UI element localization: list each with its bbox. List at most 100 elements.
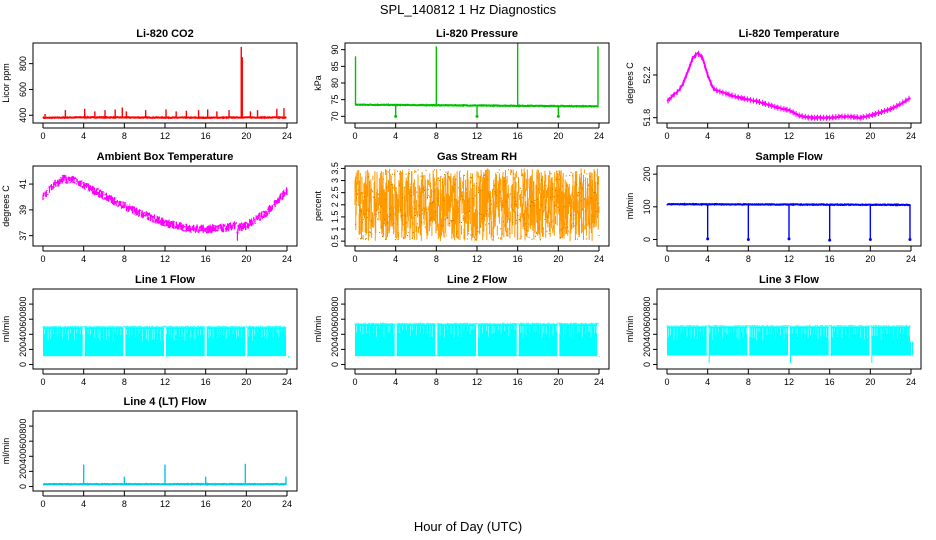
y-tick-label: 37 — [18, 231, 28, 241]
chart-panel-co2: Li-820 CO2 Licor ppm 400 600 800 0 4 8 12 16 20 24 — [1, 28, 298, 141]
x-tick-label: 24 — [282, 377, 292, 387]
y-axis-label: degrees C — [1, 185, 11, 227]
y-tick-label: 600 — [642, 312, 652, 327]
x-tick-label: 12 — [784, 131, 794, 141]
series-dip-point — [556, 114, 560, 118]
y-axis-label: ml/min — [1, 438, 11, 465]
x-tick-label: 8 — [746, 131, 751, 141]
plot-frame — [32, 165, 298, 247]
y-tick-label: 1 — [330, 227, 340, 232]
y-tick-label: 200 — [642, 342, 652, 357]
x-tick-label: 20 — [865, 377, 875, 387]
y-tick-label: 0 — [330, 362, 340, 367]
y-tick-label: 400 — [330, 327, 340, 342]
chart-title: Line 3 Flow — [759, 274, 819, 286]
y-tick-label: 400 — [18, 327, 28, 342]
y-tick-label: 75 — [330, 95, 340, 105]
series-co2 — [42, 46, 287, 120]
x-tick-label: 24 — [594, 377, 604, 387]
plot-frame — [656, 165, 922, 247]
figure-title: SPL_140812 1 Hz Diagnostics — [380, 2, 557, 17]
x-tick-label: 8 — [746, 377, 751, 387]
x-tick-label: 24 — [594, 254, 604, 264]
x-tick-label: 16 — [825, 377, 835, 387]
y-tick-label: 400 — [642, 327, 652, 342]
y-axis-label: kPa — [313, 75, 323, 91]
series-band-ambient — [42, 174, 288, 241]
series-dip-point — [787, 237, 791, 241]
x-tick-label: 12 — [160, 499, 170, 509]
chart-title: Line 1 Flow — [135, 274, 195, 286]
x-tick-label: 16 — [513, 131, 523, 141]
x-tick-label: 20 — [553, 254, 563, 264]
x-tick-label: 24 — [906, 377, 916, 387]
x-tick-label: 20 — [865, 131, 875, 141]
x-tick-label: 12 — [784, 377, 794, 387]
y-tick-label: 90 — [330, 45, 340, 55]
x-tick-label: 16 — [825, 254, 835, 264]
x-tick-label: 8 — [746, 254, 751, 264]
series-line-temp — [666, 51, 911, 121]
y-axis-label: ml/min — [625, 193, 635, 220]
y-tick-label: 800 — [330, 297, 340, 312]
chart-title: Ambient Box Temperature — [97, 151, 234, 163]
y-tick-label: 100 — [642, 199, 652, 214]
y-tick-label: 600 — [18, 434, 28, 449]
x-tick-label: 20 — [241, 377, 251, 387]
x-tick-label: 0 — [40, 131, 45, 141]
chart-panel-sample: Sample Flow ml/min 0 100 200 0 4 8 12 16 20 24 — [625, 151, 922, 264]
x-tick-label: 12 — [472, 377, 482, 387]
y-tick-label: 52.2 — [642, 66, 652, 84]
x-tick-label: 24 — [594, 131, 604, 141]
y-tick-label: 200 — [18, 342, 28, 357]
chart-title: Li-820 Temperature — [739, 28, 840, 40]
chart-title: Li-820 Pressure — [436, 28, 518, 40]
series-line1 — [42, 325, 289, 358]
x-tick-label: 0 — [40, 499, 45, 509]
y-tick-label: 3 — [330, 178, 340, 183]
series-dip-point — [868, 237, 872, 241]
x-tick-label: 4 — [393, 377, 398, 387]
x-tick-label: 20 — [241, 131, 251, 141]
x-tick-label: 20 — [553, 377, 563, 387]
x-tick-label: 0 — [664, 131, 669, 141]
y-tick-label: 2 — [330, 202, 340, 207]
x-tick-label: 8 — [434, 254, 439, 264]
y-tick-label: 200 — [18, 464, 28, 479]
series-sample — [666, 202, 912, 242]
chart-panel-ambient: Ambient Box Temperature degrees C 37 39 41 0 4… — [1, 151, 298, 264]
x-tick-label: 16 — [513, 377, 523, 387]
series-pres — [354, 43, 599, 118]
x-tick-label: 24 — [282, 254, 292, 264]
x-tick-label: 4 — [393, 254, 398, 264]
x-tick-label: 0 — [664, 377, 669, 387]
series-dip-point — [394, 114, 398, 118]
series-line2 — [354, 322, 600, 357]
y-tick-label: 70 — [330, 111, 340, 121]
series-line4 — [43, 463, 287, 486]
chart-title: Gas Stream RH — [437, 151, 517, 163]
y-tick-label: 200 — [642, 167, 652, 182]
series-flow-edge — [42, 325, 287, 328]
x-tick-label: 0 — [352, 131, 357, 141]
series-flow-edge — [354, 322, 599, 325]
y-tick-label: 0 — [18, 484, 28, 489]
y-tick-label: 800 — [18, 56, 28, 71]
x-tick-label: 0 — [664, 254, 669, 264]
x-tick-label: 20 — [553, 131, 563, 141]
x-tick-label: 16 — [513, 254, 523, 264]
x-tick-label: 20 — [865, 254, 875, 264]
y-tick-label: 800 — [18, 297, 28, 312]
y-tick-label: 400 — [18, 108, 28, 123]
y-tick-label: 51.8 — [642, 109, 652, 127]
x-tick-label: 0 — [40, 377, 45, 387]
y-tick-label: 1.5 — [330, 211, 340, 224]
y-tick-label: 85 — [330, 61, 340, 71]
chart-title: Li-820 CO2 — [136, 28, 193, 40]
x-tick-label: 4 — [705, 254, 710, 264]
x-tick-label: 12 — [472, 131, 482, 141]
y-tick-label: 600 — [330, 312, 340, 327]
x-tick-label: 20 — [241, 499, 251, 509]
y-tick-label: 80 — [330, 78, 340, 88]
